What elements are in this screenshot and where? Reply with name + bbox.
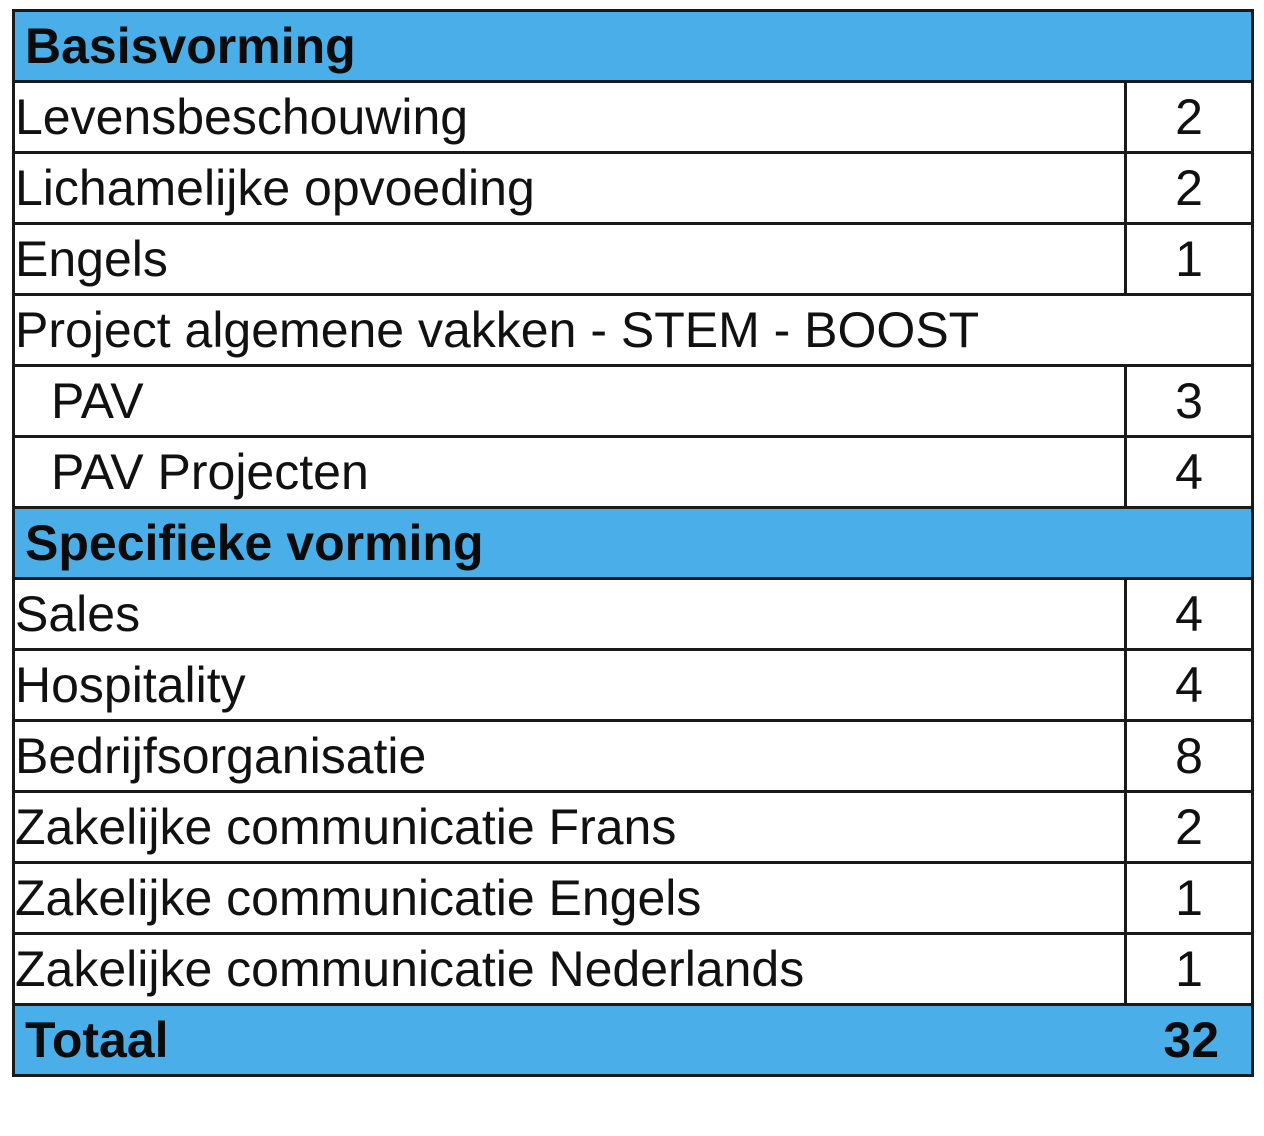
subject-hours: 2 xyxy=(1123,80,1255,154)
section-title: Specifieke vorming xyxy=(11,506,1255,580)
subject-hours: 2 xyxy=(1123,790,1255,864)
total-row: Totaal 32 xyxy=(11,1003,1255,1077)
section-title: Basisvorming xyxy=(11,9,1255,83)
subject-hours: 4 xyxy=(1123,435,1255,509)
section-header-specifieke-vorming: Specifieke vorming xyxy=(11,506,1255,580)
table-row: PAV Projecten 4 xyxy=(12,435,1255,509)
table-row: PAV 3 xyxy=(12,364,1255,438)
table-row: Sales 4 xyxy=(12,577,1255,651)
subject-hours: 4 xyxy=(1123,648,1255,722)
table-row: Lichamelijke opvoeding 2 xyxy=(12,151,1255,225)
subject-hours: 1 xyxy=(1123,861,1255,935)
section-header-basisvorming: Basisvorming xyxy=(11,9,1255,83)
subject-hours: 4 xyxy=(1123,577,1255,651)
subject-hours: 2 xyxy=(1123,151,1255,225)
course-hours-table: Basisvorming Levensbeschouwing 2 Lichame… xyxy=(11,9,1255,1077)
subject-name: Lichamelijke opvoeding xyxy=(12,151,1127,225)
subject-name: PAV xyxy=(12,364,1127,438)
subject-name: Zakelijke communicatie Nederlands xyxy=(12,932,1127,1006)
table-row: Zakelijke communicatie Frans 2 xyxy=(12,790,1255,864)
subject-name: Zakelijke communicatie Frans xyxy=(12,790,1127,864)
subject-name: Levensbeschouwing xyxy=(12,80,1127,154)
subject-name: PAV Projecten xyxy=(12,435,1127,509)
subject-hours: 1 xyxy=(1123,932,1255,1006)
total-value: 32 xyxy=(1163,1012,1220,1068)
table-row: Zakelijke communicatie Nederlands 1 xyxy=(12,932,1255,1006)
subject-name: Zakelijke communicatie Engels xyxy=(12,861,1127,935)
table-row: Engels 1 xyxy=(12,222,1255,296)
total-cell: Totaal 32 xyxy=(11,1003,1255,1077)
subject-hours: 3 xyxy=(1123,364,1255,438)
subject-hours: 8 xyxy=(1123,719,1255,793)
table-row: Zakelijke communicatie Engels 1 xyxy=(12,861,1255,935)
table-row: Levensbeschouwing 2 xyxy=(12,80,1255,154)
subject-hours: 1 xyxy=(1123,222,1255,296)
project-group-title: Project algemene vakken - STEM - BOOST xyxy=(11,293,1255,367)
project-group-row: Project algemene vakken - STEM - BOOST xyxy=(11,293,1255,367)
subject-name: Bedrijfsorganisatie xyxy=(12,719,1127,793)
table-row: Bedrijfsorganisatie 8 xyxy=(12,719,1255,793)
subject-name: Hospitality xyxy=(12,648,1127,722)
subject-name: Sales xyxy=(12,577,1127,651)
subject-name: Engels xyxy=(12,222,1127,296)
table-row: Hospitality 4 xyxy=(12,648,1255,722)
total-label: Totaal xyxy=(25,1012,169,1068)
